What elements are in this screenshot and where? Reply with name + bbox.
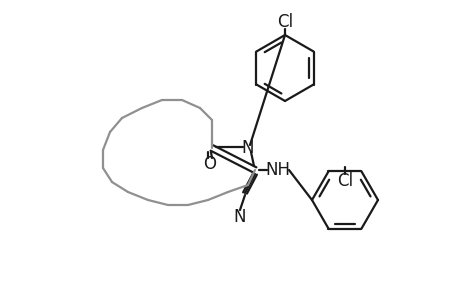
Text: NH: NH [265, 161, 290, 179]
Text: N: N [241, 139, 254, 157]
Text: N: N [233, 208, 246, 226]
Text: Cl: Cl [276, 13, 292, 31]
Text: Cl: Cl [336, 172, 353, 190]
Text: O: O [203, 155, 216, 173]
